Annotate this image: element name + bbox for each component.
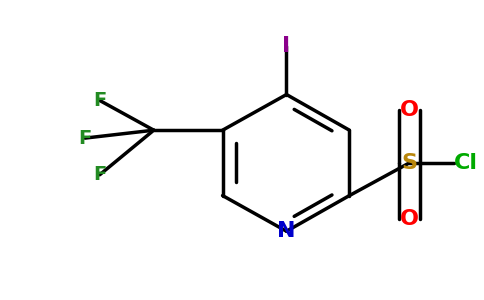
Text: N: N: [277, 221, 296, 241]
Text: F: F: [93, 91, 106, 110]
Text: F: F: [93, 165, 106, 184]
Text: S: S: [401, 153, 417, 173]
Text: F: F: [78, 129, 91, 148]
Text: I: I: [283, 36, 290, 56]
Text: Cl: Cl: [454, 153, 478, 173]
Text: O: O: [400, 100, 419, 120]
Text: O: O: [400, 209, 419, 230]
